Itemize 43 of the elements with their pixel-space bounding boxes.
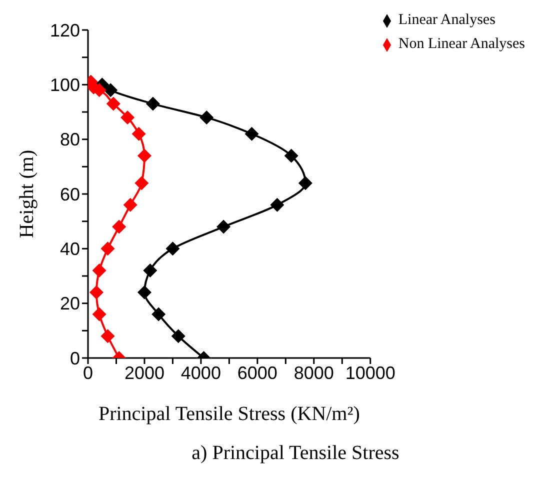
x-tick-label: 6000 [237, 362, 278, 383]
y-tick-label: 60 [60, 184, 80, 204]
point [100, 329, 115, 344]
point [244, 126, 259, 141]
point [200, 110, 214, 124]
y-tick-label: 0 [70, 348, 80, 368]
point [92, 264, 106, 278]
point [137, 148, 152, 163]
y-tick-label: 120 [50, 20, 80, 40]
y-tick-label: 20 [60, 294, 80, 314]
y-tick-label: 40 [60, 239, 80, 260]
text: a) Principal Tensile Stress [190, 442, 400, 465]
y-tick-label: 80 [60, 130, 80, 150]
point [284, 148, 298, 163]
x-tick-label: 8000 [294, 362, 334, 383]
y-axis-title: Height (m) [16, 150, 38, 238]
point [152, 307, 166, 322]
y-tick-label: 100 [50, 75, 80, 96]
point [146, 96, 160, 111]
point [92, 307, 106, 322]
point [123, 198, 138, 212]
point [166, 242, 180, 256]
point [89, 285, 104, 300]
point [132, 126, 146, 141]
point [100, 242, 115, 256]
point [143, 264, 158, 278]
x-axis-title: Principal Tensile Stress (KN/m²) [98, 403, 360, 425]
point [104, 83, 118, 98]
point [120, 110, 135, 124]
point [270, 198, 284, 212]
point [112, 220, 126, 234]
x-tick-label: 4000 [180, 362, 221, 383]
x-tick-label: 0 [82, 362, 94, 383]
point [106, 96, 120, 111]
point [216, 220, 231, 234]
point [298, 176, 312, 190]
x-tick-label: 10000 [345, 362, 396, 383]
x-tick-label: 2000 [124, 362, 164, 383]
point [137, 285, 152, 300]
point [171, 329, 186, 344]
legend-label: Non Linear Analyses [398, 36, 525, 52]
legend-label: Linear Analyses [398, 12, 496, 28]
point [134, 176, 149, 190]
